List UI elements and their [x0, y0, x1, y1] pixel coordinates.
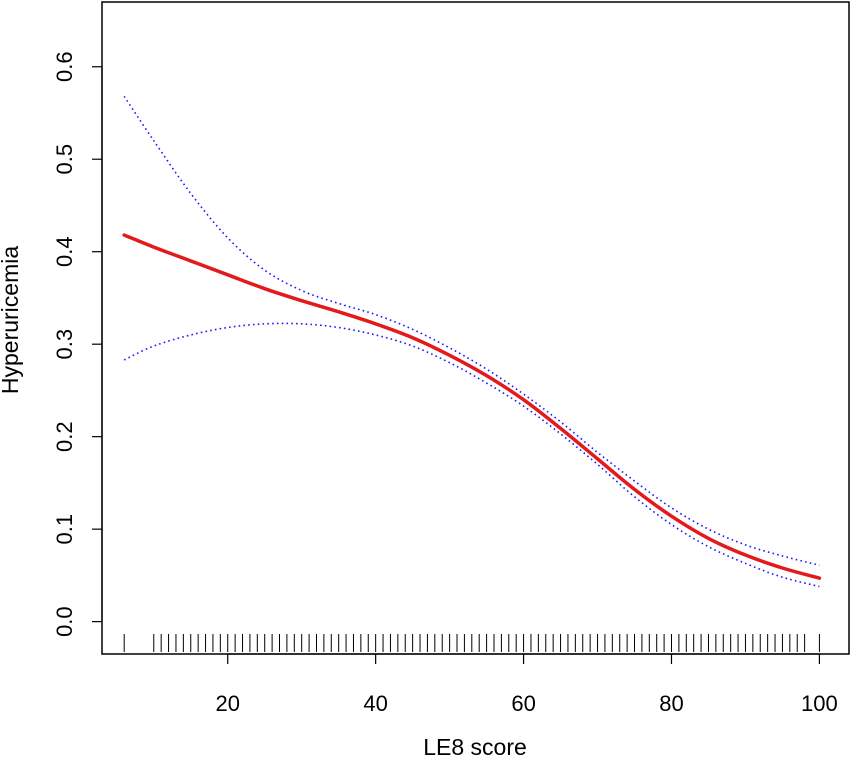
lower-ci-curve: [123, 322, 820, 588]
upper-ci-curve: [123, 95, 820, 566]
y-tick-label: 0.5: [52, 144, 77, 175]
x-tick-label: 60: [511, 691, 535, 716]
y-tick-label: 0.2: [52, 421, 77, 452]
y-axis: 0.0 0.1 0.2 0.3 0.4 0.5 0.6: [52, 51, 103, 637]
fitted-curve: [122, 233, 822, 580]
plot-lines: [122, 95, 822, 588]
y-tick-label: 0.1: [52, 514, 77, 545]
x-tick-label: 20: [215, 691, 239, 716]
x-tick-label: 100: [801, 691, 838, 716]
rug-ticks: [123, 634, 820, 652]
plot-frame: [101, 1, 850, 655]
y-tick-label: 0.3: [52, 329, 77, 360]
x-tick-label: 40: [363, 691, 387, 716]
y-tick-label: 0.6: [52, 51, 77, 82]
x-axis-title: LE8 score: [423, 734, 527, 757]
y-tick-label: 0.0: [52, 606, 77, 637]
x-axis: 20 40 60 80 100: [215, 653, 838, 716]
x-tick-label: 80: [659, 691, 683, 716]
y-axis-title: Hyperuricemia: [0, 246, 23, 394]
y-tick-label: 0.4: [52, 236, 77, 267]
